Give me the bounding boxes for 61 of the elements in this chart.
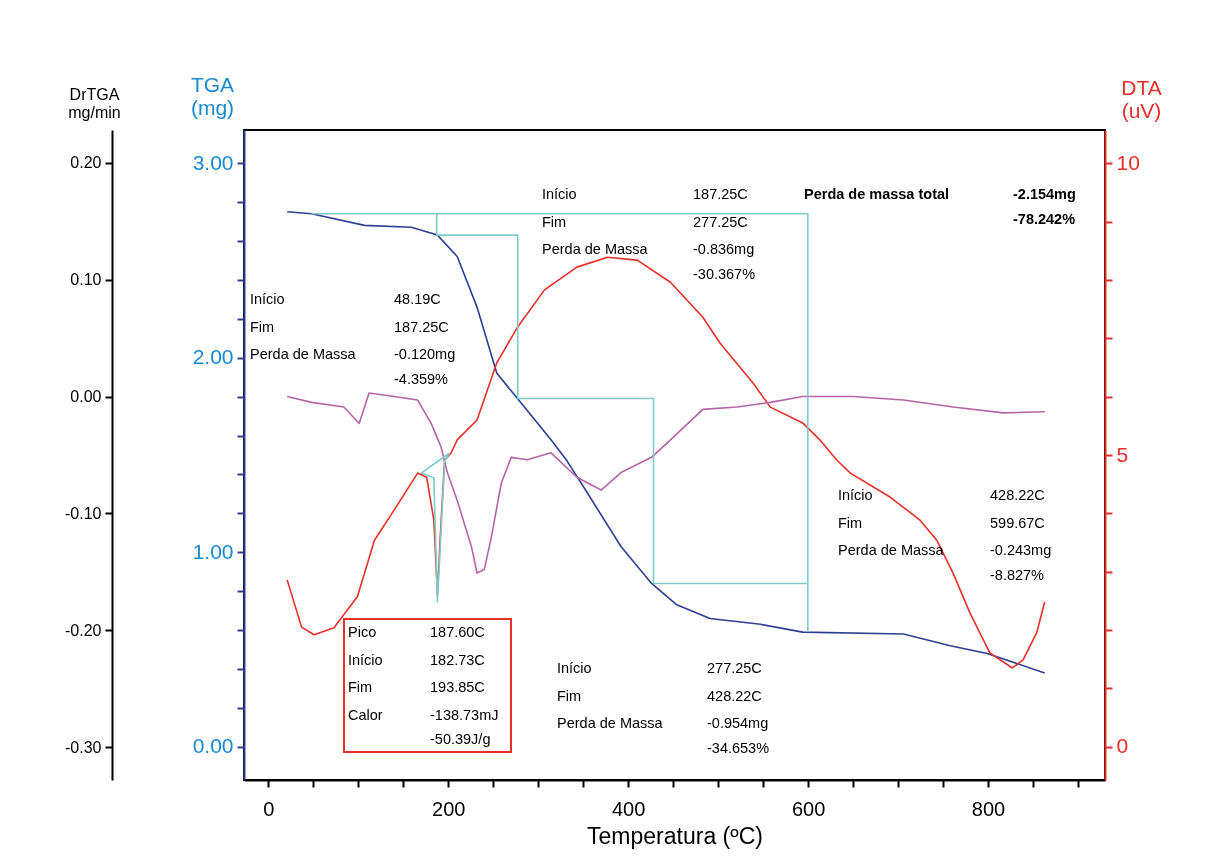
annotation: -0.836mg (693, 241, 755, 258)
x-tick-label: 400 (611, 797, 646, 820)
annotation: Pico (348, 624, 377, 640)
annotation: Perda de Massa (557, 715, 664, 732)
annotation: Perda de massa total (804, 186, 950, 202)
annotation: 428.22C (990, 487, 1045, 503)
x-tick-label: 0 (263, 797, 275, 820)
annotation: Calor (348, 706, 383, 723)
annotation: Perda de Massa (250, 346, 357, 363)
annotation: Início (348, 651, 383, 668)
annotation: -4.359% (394, 370, 449, 387)
annotation: -30.367% (693, 265, 756, 282)
y-axis-title: TGA (mg) (190, 72, 235, 119)
y2-tick-label: 0 (1116, 734, 1129, 758)
annotation: -50.39J/g (430, 731, 491, 748)
annotation: 187.25C (394, 318, 449, 335)
y3-tick-label: -0.20 (65, 621, 102, 639)
y2-tick-label: 10 (1116, 150, 1140, 174)
annotation: 187.60C (430, 624, 485, 640)
annotation: 193.85C (430, 679, 485, 696)
annotation: Fim (542, 213, 567, 230)
annotation: Início (838, 487, 873, 503)
annotation: -2.154mg (1013, 186, 1076, 202)
annotation: -0.954mg (707, 715, 769, 732)
annotation: Início (250, 291, 285, 307)
annotation: 182.73C (430, 651, 485, 668)
annotation: 277.25C (693, 213, 748, 230)
annotation: -0.120mg (394, 346, 456, 363)
x-tick-label: 800 (971, 797, 1006, 820)
y3-tick-label: 0.20 (70, 154, 102, 172)
annotation: 599.67C (990, 514, 1045, 531)
x-tick-label: 600 (791, 797, 826, 820)
y-tick-label: 0.00 (192, 734, 234, 758)
annotation: Fim (348, 679, 373, 696)
y2-tick-label: 5 (1116, 442, 1129, 466)
annotation: -8.827% (990, 566, 1045, 583)
y3-axis-title: DrTGA mg/min (68, 85, 121, 121)
annotation: -78.242% (1013, 210, 1076, 227)
annotation: -138.73mJ (430, 706, 499, 723)
y-tick-label: 1.00 (192, 539, 234, 563)
annotation: 187.25C (693, 186, 748, 202)
annotation: Fim (250, 318, 275, 335)
y3-tick-label: -0.10 (65, 504, 102, 522)
annotation: Fim (557, 687, 582, 704)
y3-tick-label: -0.30 (65, 738, 102, 756)
y3-tick-label: 0.00 (70, 388, 102, 406)
y-tick-label: 3.00 (192, 150, 234, 174)
annotation: -34.653% (707, 739, 770, 756)
annotation: 48.19C (394, 291, 441, 307)
annotation: 277.25C (707, 660, 762, 676)
annotation: Perda de Massa (542, 241, 649, 258)
annotation: -0.243mg (990, 542, 1052, 559)
y2-axis-title: DTA (uV) (1121, 75, 1162, 122)
y-tick-label: 2.00 (192, 345, 234, 369)
annotation: Fim (838, 514, 863, 531)
x-tick-label: 200 (432, 797, 466, 820)
y3-tick-label: 0.10 (70, 271, 102, 289)
x-axis-title: Temperatura (ºC) (587, 822, 763, 849)
annotation: Início (557, 660, 592, 676)
annotation: Início (542, 186, 577, 202)
annotation: 428.22C (707, 687, 762, 704)
